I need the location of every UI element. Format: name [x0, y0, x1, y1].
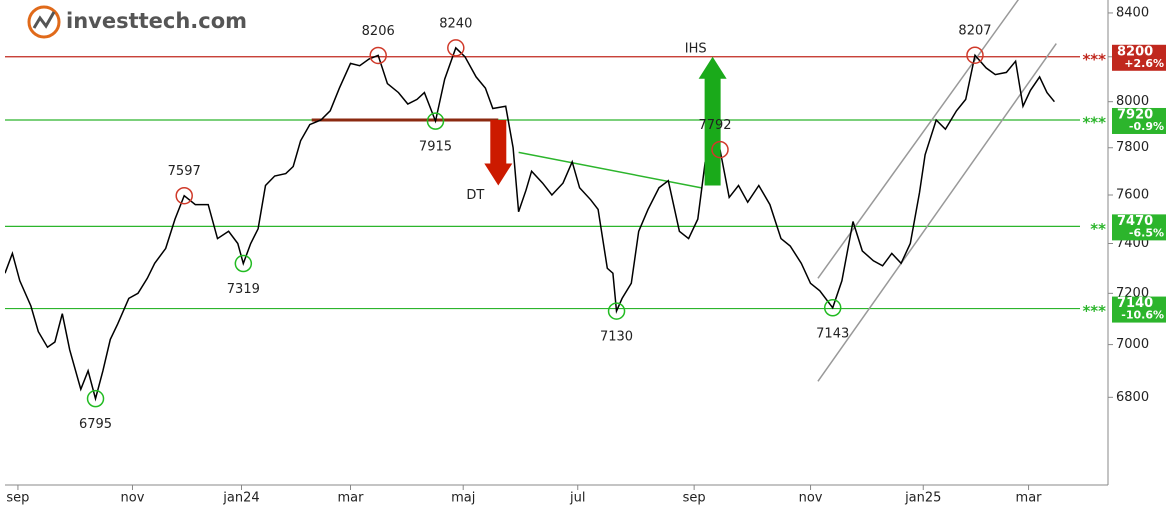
- x-tick-label: jan25: [904, 491, 941, 506]
- logo-icon-line: [32, 11, 56, 29]
- x-tick-label: jul: [569, 491, 585, 506]
- logo: investtech.com: [27, 5, 247, 39]
- extreme-marker: [607, 302, 626, 320]
- level-stars: ***: [1082, 113, 1106, 131]
- y-tick-label: 8000: [1116, 94, 1149, 109]
- level-change: +2.6%: [1124, 57, 1164, 70]
- level-change: -6.5%: [1129, 226, 1164, 239]
- extreme-label: 8207: [958, 24, 991, 39]
- extreme-marker: [234, 254, 253, 273]
- level-value: 8200: [1117, 44, 1153, 59]
- trend-line: [518, 151, 702, 189]
- level-value: 7140: [1117, 296, 1153, 311]
- x-tick-label: sep: [6, 491, 29, 506]
- extreme-marker: [86, 389, 105, 408]
- level-value: 7470: [1117, 214, 1153, 229]
- x-tick-label: mar: [338, 491, 365, 506]
- level-stars: **: [1090, 220, 1106, 238]
- x-tick-label: maj: [451, 491, 475, 506]
- extreme-marker: [369, 46, 387, 65]
- extreme-marker: [823, 299, 842, 317]
- y-tick-label: 7000: [1116, 337, 1149, 352]
- extreme-label: 8206: [362, 24, 395, 39]
- y-tick-label: 7600: [1116, 187, 1149, 202]
- logo-icon: [27, 5, 61, 39]
- trend-line: [817, 43, 1057, 382]
- extreme-label: 7597: [168, 164, 201, 179]
- level-change: -0.9%: [1129, 120, 1164, 133]
- extreme-marker: [966, 46, 984, 64]
- x-tick-label: mar: [1016, 491, 1043, 506]
- extreme-marker: [426, 112, 445, 130]
- level-box: [1112, 107, 1166, 134]
- extreme-marker: [711, 140, 729, 159]
- y-tick-label: 7800: [1116, 140, 1149, 155]
- extreme-marker: [447, 39, 465, 57]
- level-stars: ***: [1082, 50, 1106, 68]
- x-tick-label: jan24: [222, 491, 259, 506]
- extreme-label: 7319: [227, 282, 260, 297]
- y-tick-label: 8400: [1116, 5, 1149, 20]
- signal-arrow: [698, 56, 727, 186]
- signal-label: DT: [466, 188, 484, 203]
- x-tick-label: nov: [121, 491, 145, 506]
- y-tick-label: 6800: [1116, 390, 1149, 405]
- logo-text: investtech.com: [66, 9, 247, 33]
- level-box: [1112, 44, 1166, 71]
- signal-arrow: [484, 119, 513, 186]
- signal-label: IHS: [685, 41, 707, 56]
- level-box: [1112, 214, 1166, 241]
- level-change: -10.6%: [1121, 309, 1164, 322]
- extreme-label: 7792: [698, 118, 731, 133]
- x-tick-label: sep: [683, 491, 706, 506]
- extreme-label: 7143: [816, 326, 849, 341]
- extreme-label: 7130: [600, 330, 633, 345]
- price-line: [5, 46, 1055, 402]
- extreme-label: 6795: [79, 417, 112, 432]
- extreme-label: 7915: [419, 140, 452, 155]
- level-box: [1112, 296, 1166, 323]
- level-value: 7920: [1117, 107, 1153, 122]
- extreme-label: 8240: [439, 16, 472, 31]
- extreme-marker: [175, 186, 193, 205]
- x-tick-label: nov: [799, 491, 823, 506]
- level-stars: ***: [1082, 302, 1106, 320]
- plot-area: [5, 0, 1080, 402]
